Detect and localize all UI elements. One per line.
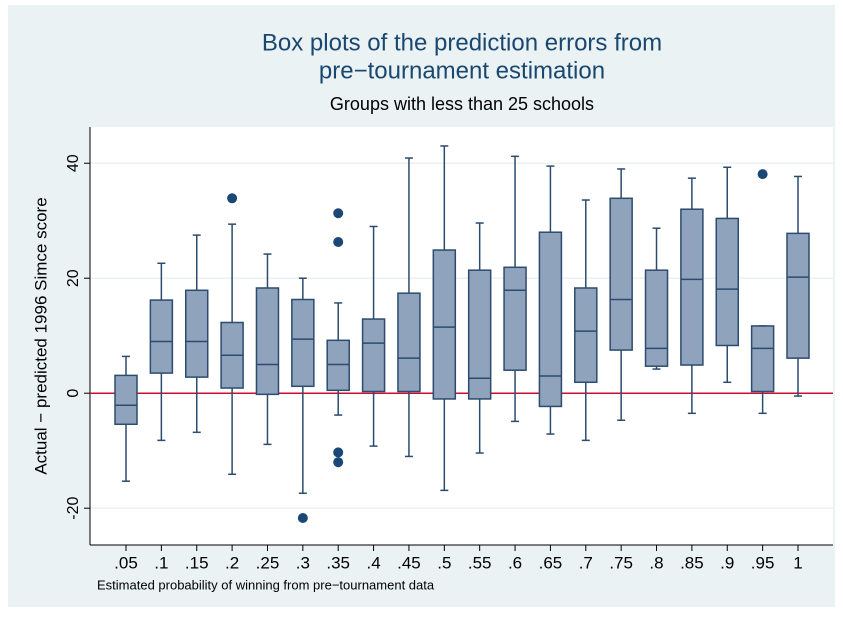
box bbox=[255, 287, 280, 396]
y-tick-label: 20 bbox=[65, 269, 82, 287]
x-tick-label: .5 bbox=[437, 553, 451, 572]
x-tick-label: .15 bbox=[185, 553, 209, 572]
box bbox=[361, 318, 386, 393]
x-tick-label: .9 bbox=[720, 553, 734, 572]
box bbox=[786, 232, 810, 359]
box bbox=[609, 197, 633, 351]
x-tick-label: .75 bbox=[609, 553, 633, 572]
box bbox=[326, 339, 350, 392]
x-tick-label: .6 bbox=[508, 553, 522, 572]
box bbox=[432, 249, 457, 400]
outlier bbox=[227, 193, 238, 204]
x-tick-label: .2 bbox=[225, 553, 239, 572]
box bbox=[644, 269, 669, 367]
x-axis-label: Estimated probability of winning from pr… bbox=[97, 577, 435, 592]
box bbox=[114, 374, 138, 426]
y-tick-label: -20 bbox=[65, 497, 82, 520]
box bbox=[680, 208, 704, 366]
x-tick-label: .55 bbox=[468, 553, 492, 572]
x-tick-label: .45 bbox=[397, 553, 421, 572]
outlier bbox=[297, 512, 308, 523]
x-tick-label: .05 bbox=[114, 553, 138, 572]
box bbox=[750, 325, 775, 393]
box bbox=[467, 269, 492, 400]
box bbox=[503, 266, 527, 371]
box bbox=[574, 287, 598, 384]
box bbox=[538, 231, 563, 408]
box bbox=[397, 292, 421, 393]
outlier bbox=[333, 236, 344, 247]
chart-subtitle: Groups with less than 25 schools bbox=[330, 94, 594, 114]
y-tick-label: 40 bbox=[65, 154, 82, 172]
box bbox=[149, 299, 174, 374]
x-tick-label: 1 bbox=[793, 553, 802, 572]
x-tick-label: .1 bbox=[154, 553, 168, 572]
box bbox=[184, 289, 209, 378]
chart-title: pre−tournament estimation bbox=[319, 57, 605, 84]
x-tick-label: .4 bbox=[366, 553, 380, 572]
box bbox=[291, 298, 315, 388]
outlier bbox=[333, 447, 344, 458]
x-tick-label: .35 bbox=[326, 553, 350, 572]
box bbox=[715, 217, 740, 347]
outlier bbox=[333, 457, 344, 468]
outlier bbox=[333, 208, 344, 219]
outlier bbox=[757, 169, 768, 180]
chart-title: Box plots of the prediction errors from bbox=[262, 29, 662, 56]
y-axis-label: Actual − predicted 1996 Simce score bbox=[31, 197, 50, 474]
x-tick-label: .3 bbox=[296, 553, 310, 572]
y-tick-label: 0 bbox=[65, 389, 82, 398]
x-tick-label: .95 bbox=[751, 553, 775, 572]
x-tick-label: .7 bbox=[579, 553, 593, 572]
x-tick-label: .65 bbox=[539, 553, 563, 572]
plot-area bbox=[90, 127, 833, 545]
x-tick-label: .8 bbox=[649, 553, 663, 572]
x-tick-label: .85 bbox=[680, 553, 704, 572]
x-tick-label: .25 bbox=[256, 553, 280, 572]
